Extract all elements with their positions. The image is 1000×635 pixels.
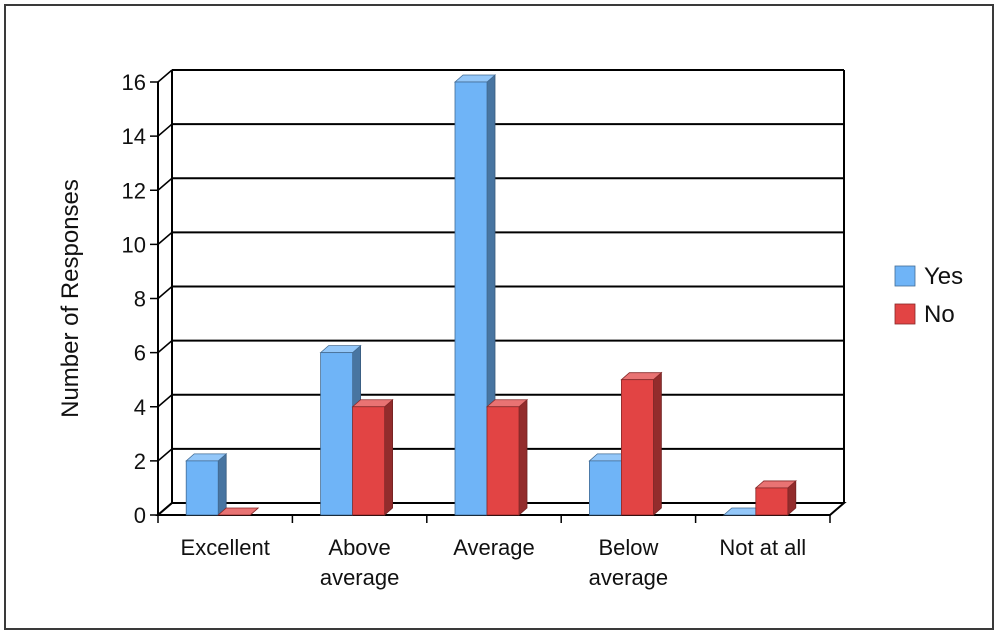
x-category-label: Above [328, 535, 390, 560]
chart-frame [4, 4, 994, 630]
y-axis-label: Number of Responses [57, 179, 84, 418]
bar-no-0 [217, 507, 260, 516]
y-tick-label: 8 [134, 287, 146, 312]
y-tick-label: 0 [134, 503, 146, 528]
bar-no-4 [754, 480, 797, 516]
x-category-label: Below [598, 535, 658, 560]
y-tick-label: 2 [134, 449, 146, 474]
legend-label-yes: Yes [924, 263, 963, 290]
y-tick-label: 14 [122, 124, 146, 149]
bar-yes-0 [185, 452, 228, 516]
y-tick-label: 10 [122, 232, 146, 257]
legend-label-no: No [924, 301, 955, 328]
bar-no-2 [485, 398, 529, 516]
grid-connector [157, 69, 173, 83]
grid-connector [157, 123, 173, 137]
y-tick-label: 6 [134, 341, 146, 366]
x-category-label: average [320, 565, 400, 590]
bar-no-3 [620, 371, 663, 516]
legend-swatch-yes [894, 265, 916, 287]
y-tick-label: 4 [134, 395, 146, 420]
grid-connector [157, 340, 173, 354]
legend-swatch-no [894, 303, 916, 325]
y-tick-label: 16 [122, 70, 146, 95]
bar-no-1 [351, 398, 394, 516]
x-category-label: Average [453, 535, 535, 560]
grid-connector [157, 231, 173, 245]
grid-connector [157, 394, 173, 408]
y-tick-label: 12 [122, 178, 146, 203]
x-category-label: average [589, 565, 669, 590]
x-category-label: Not at all [719, 535, 806, 560]
grid-connector [157, 285, 173, 300]
grid-connector [157, 177, 173, 191]
x-category-label: Excellent [181, 535, 270, 560]
grid-connector [157, 448, 173, 462]
